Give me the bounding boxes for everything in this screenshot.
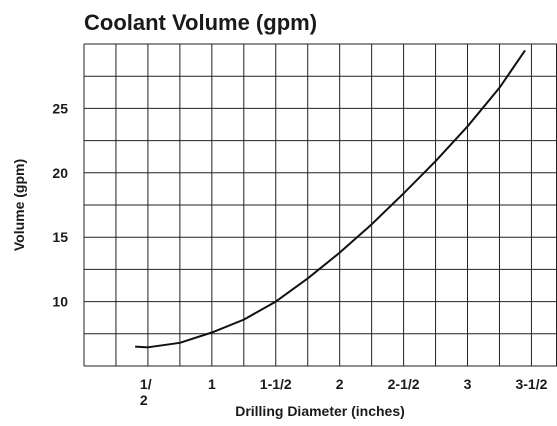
x-tick-label: 1 [208, 376, 216, 392]
x-tick-label-line: 2 [140, 392, 148, 408]
x-tick-label: 2 [336, 376, 344, 392]
x-tick-label: 3-1/2 [515, 376, 547, 392]
x-tick-label: 2-1/2 [388, 376, 420, 392]
y-tick-label: 25 [52, 100, 68, 116]
x-axis-label: Drilling Diameter (inches) [235, 403, 405, 419]
y-tick-label: 20 [52, 165, 68, 181]
x-tick-label: 3 [464, 376, 472, 392]
line [135, 49, 526, 349]
chart-title: Coolant Volume (gpm) [84, 10, 317, 35]
x-tick-label: 1/2 [140, 376, 152, 408]
y-axis-label: Volume (gpm) [11, 159, 27, 251]
x-tick-label-line: 1/ [140, 376, 152, 392]
y-tick-label: 15 [52, 229, 68, 245]
x-tick-label: 1-1/2 [260, 376, 292, 392]
y-tick-label: 10 [52, 294, 68, 310]
